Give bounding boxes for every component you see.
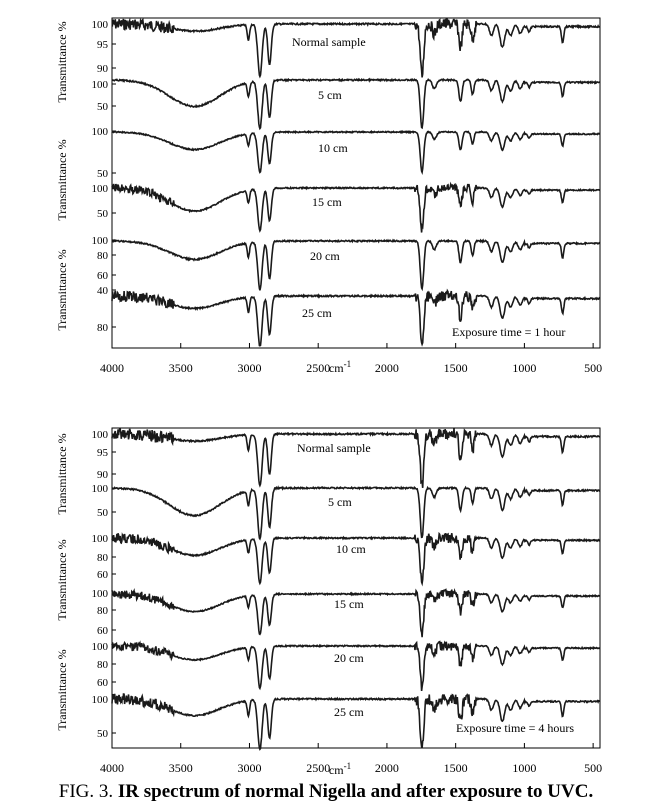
y-tick-label: 80	[97, 552, 109, 564]
plot-frame	[111, 427, 601, 749]
y-tick-label: 100	[92, 183, 109, 195]
spectrum-line-25-cm	[111, 288, 601, 347]
y-tick-label: 60	[97, 569, 109, 581]
y-tick-label: 80	[97, 250, 109, 262]
y-axis-label: Transmittance %	[55, 139, 69, 220]
x-tick-label: 500	[584, 761, 602, 775]
plot-frame	[111, 17, 601, 349]
spectrum-line-10-cm	[111, 531, 601, 587]
series-label: 25 cm	[334, 705, 364, 719]
spectrum-line-10-cm	[111, 129, 601, 176]
y-tick-label: 60	[97, 270, 109, 282]
y-tick-label: 100	[92, 429, 109, 441]
y-tick-label: 80	[97, 605, 109, 617]
exposure-annotation: Exposure time = 1 hour	[452, 325, 565, 339]
series-label: Normal sample	[297, 441, 371, 455]
spectrum-line-5-cm	[111, 485, 601, 541]
y-tick-label: 80	[97, 322, 109, 334]
x-axis-label: cm-1	[329, 359, 351, 375]
y-tick-label: 50	[97, 728, 109, 740]
y-tick-label: 50	[97, 168, 109, 180]
y-tick-label: 100	[92, 533, 109, 545]
y-tick-label: 95	[97, 447, 109, 459]
y-tick-label: 90	[97, 469, 109, 481]
x-tick-label: 3500	[169, 361, 193, 375]
caption-title: IR spectrum of normal Nigella and after …	[117, 781, 594, 802]
y-tick-label: 95	[97, 39, 109, 51]
chart-panel-bottom	[111, 427, 601, 751]
series-label: 20 cm	[310, 249, 340, 263]
x-tick-label: 4000	[100, 761, 124, 775]
y-tick-label: 100	[92, 588, 109, 600]
series-label: Normal sample	[292, 35, 366, 49]
y-tick-label: 50	[97, 208, 109, 220]
x-tick-label: 3500	[169, 761, 193, 775]
y-axis-label: Transmittance %	[55, 433, 69, 514]
y-tick-label: 80	[97, 659, 109, 671]
x-tick-label: 2000	[375, 761, 399, 775]
spectrum-line-5-cm	[111, 77, 601, 131]
y-tick-label: 40	[97, 285, 109, 297]
y-tick-label: 100	[92, 641, 109, 653]
spectrum-line-25-cm	[111, 693, 601, 751]
y-tick-label: 50	[97, 101, 109, 113]
y-tick-label: 100	[92, 235, 109, 247]
y-axis-label: Transmittance %	[55, 249, 69, 330]
series-label: 20 cm	[334, 651, 364, 665]
x-tick-label: 2500	[306, 361, 330, 375]
y-tick-label: 100	[92, 79, 109, 91]
spectrum-line-20-cm	[111, 238, 601, 292]
x-tick-label: 3000	[237, 361, 261, 375]
y-axis-label: Transmittance %	[55, 649, 69, 730]
series-label: 10 cm	[318, 141, 348, 155]
series-label: 15 cm	[312, 195, 342, 209]
x-tick-label: 2500	[306, 761, 330, 775]
x-tick-label: 1000	[512, 361, 536, 375]
y-tick-label: 100	[92, 694, 109, 706]
y-tick-label: 60	[97, 677, 109, 689]
x-axis-label: cm-1	[329, 761, 351, 777]
chart-panel-top	[111, 17, 601, 349]
y-tick-label: 100	[92, 19, 109, 31]
y-tick-label: 60	[97, 625, 109, 637]
x-tick-label: 3000	[237, 761, 261, 775]
x-tick-label: 500	[584, 361, 602, 375]
series-label: 25 cm	[302, 306, 332, 320]
caption-prefix: FIG. 3.	[58, 781, 114, 802]
x-tick-label: 4000	[100, 361, 124, 375]
y-tick-label: 100	[92, 483, 109, 495]
spectrum-line-15-cm	[111, 587, 600, 638]
y-tick-label: 90	[97, 63, 109, 75]
x-tick-label: 2000	[375, 361, 399, 375]
figure-caption: FIG. 3. IR spectrum of normal Nigella an…	[0, 781, 652, 803]
series-label: 5 cm	[318, 88, 342, 102]
y-tick-label: 50	[97, 507, 109, 519]
y-axis-label: Transmittance %	[55, 21, 69, 102]
spectrum-line-normal-sample	[111, 17, 601, 79]
spectrum-line-normal-sample	[111, 427, 600, 488]
series-label: 5 cm	[328, 495, 352, 509]
y-tick-label: 100	[92, 126, 109, 138]
x-tick-label: 1500	[444, 361, 468, 375]
series-label: 15 cm	[334, 597, 364, 611]
series-label: 10 cm	[336, 542, 366, 556]
x-tick-label: 1000	[512, 761, 536, 775]
spectrum-line-20-cm	[111, 640, 601, 691]
exposure-annotation: Exposure time = 4 hours	[456, 721, 574, 735]
y-axis-label: Transmittance %	[55, 539, 69, 620]
x-tick-label: 1500	[444, 761, 468, 775]
spectrum-line-15-cm	[111, 181, 601, 233]
